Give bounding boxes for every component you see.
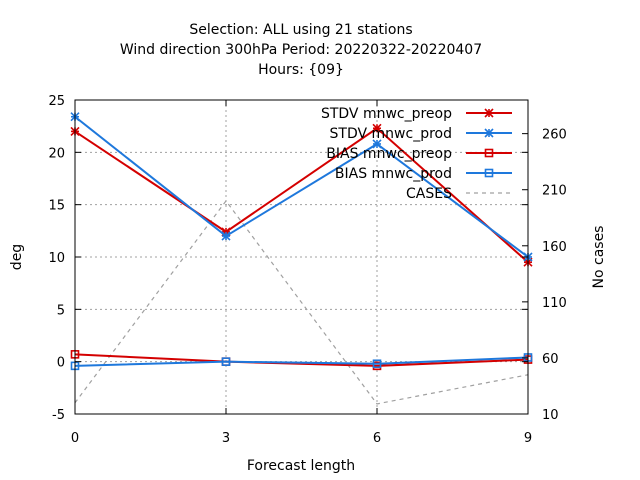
chart-title-line: Wind direction 300hPa Period: 20220322-2… — [120, 42, 482, 58]
star-marker — [372, 123, 382, 133]
legend-label: STDV mnwc_prod — [330, 126, 452, 142]
series-line — [74, 353, 529, 367]
y2-tick-label: 110 — [542, 296, 567, 311]
series-lines — [70, 112, 533, 371]
y-axis-label: deg — [9, 244, 25, 270]
legend-item: CASES — [406, 186, 512, 202]
y2-tick-label: 260 — [542, 128, 567, 143]
legend: STDV mnwc_preop STDV mnwc_prod BIAS mnwc_p… — [321, 106, 512, 202]
chart-title: Selection: ALL using 21 stations Wind dir… — [120, 22, 482, 78]
star-marker — [484, 128, 494, 138]
y-tick-label: 25 — [48, 94, 65, 109]
x-tick-label: 6 — [373, 431, 381, 446]
square-marker — [221, 357, 231, 366]
y2-axis-label: No cases — [591, 226, 607, 289]
square-marker — [484, 148, 494, 158]
legend-label: CASES — [406, 186, 452, 202]
grid — [75, 100, 528, 414]
y2-tick-label: 210 — [542, 184, 567, 199]
star-marker — [484, 108, 494, 118]
series-line — [74, 356, 529, 367]
x-tick-label: 9 — [524, 431, 532, 446]
square-marker — [372, 359, 382, 369]
y-tick-label: -5 — [52, 408, 65, 423]
y2-tick-label: 60 — [542, 352, 559, 367]
y-tick-label: 20 — [48, 146, 65, 161]
series-line — [74, 199, 529, 405]
legend-item: STDV mnwc_prod — [330, 126, 512, 142]
y-tick-label: 0 — [57, 356, 65, 371]
legend-item: STDV mnwc_preop — [321, 106, 512, 122]
legend-label: BIAS mnwc_prod — [335, 166, 452, 182]
axis-ticks: -5 0 5 10 15 20 25 10 60 110 160 210 260 0 3 6 9 — [48, 94, 566, 446]
series-line — [74, 126, 529, 263]
square-marker — [484, 168, 494, 178]
star-marker — [372, 139, 382, 149]
axis-labels: Forecast length deg No cases — [9, 226, 607, 474]
chart-title-line: Selection: ALL using 21 stations — [189, 22, 412, 38]
legend-item: BIAS mnwc_prod — [335, 166, 512, 182]
y2-tick-label: 160 — [542, 240, 567, 255]
y-tick-label: 10 — [48, 251, 65, 266]
legend-label: BIAS mnwc_preop — [326, 146, 452, 162]
x-tick-label: 3 — [222, 431, 230, 446]
y-tick-label: 15 — [48, 199, 65, 214]
legend-label: STDV mnwc_preop — [321, 106, 452, 122]
legend-item: BIAS mnwc_preop — [326, 146, 512, 162]
series-line — [74, 115, 529, 258]
y2-tick-label: 10 — [542, 408, 559, 423]
x-tick-label: 0 — [71, 431, 79, 446]
x-axis-label: Forecast length — [247, 458, 355, 474]
cases-series — [74, 199, 529, 405]
chart-title-line: Hours: {09} — [258, 62, 344, 78]
y-tick-label: 5 — [57, 303, 65, 318]
star-marker — [221, 231, 231, 241]
